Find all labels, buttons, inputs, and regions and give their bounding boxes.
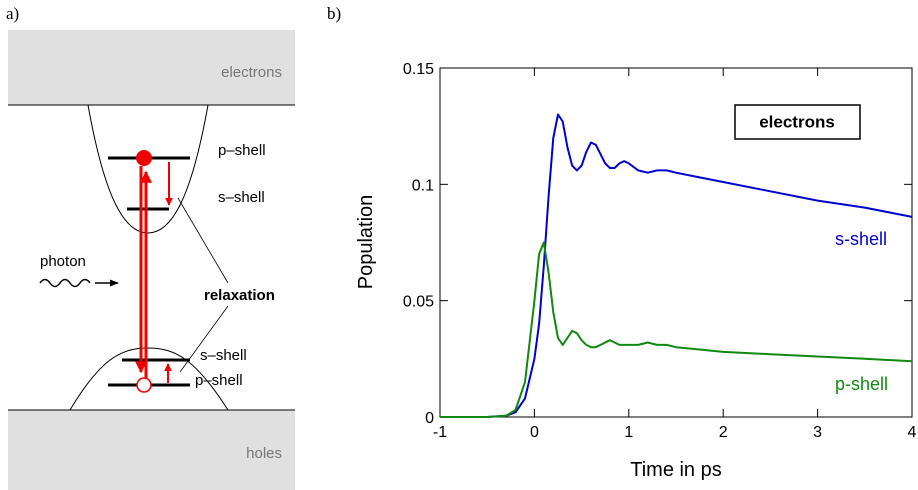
conduction-well (87, 104, 209, 234)
y-tick-label: 0.1 (412, 177, 434, 194)
x-tick-label: 0 (530, 424, 539, 441)
y-tick-label: 0.05 (403, 294, 434, 311)
panel-label: a) (6, 4, 19, 23)
x-tick-label: 2 (719, 424, 728, 441)
photon-wave (39, 278, 91, 288)
pointer (177, 197, 229, 284)
level-label: p–shell (218, 142, 266, 159)
annotation-box (734, 104, 861, 140)
x-tick-label: 1 (624, 424, 633, 441)
conduction-band (8, 30, 295, 105)
plot-frame (439, 67, 913, 418)
level-label: s–shell (200, 347, 247, 364)
x-tick-label: 4 (908, 424, 917, 441)
x-tick-label: -1 (433, 424, 447, 441)
series-label: p-shell (835, 374, 888, 394)
x-tick-label: 3 (813, 424, 822, 441)
y-tick-label: 0 (425, 410, 434, 427)
hole (136, 377, 152, 393)
y-tick-label: 0.15 (403, 61, 434, 78)
band-label: electrons (221, 64, 282, 81)
series-label: s-shell (835, 229, 887, 249)
valence-band (8, 410, 295, 490)
series-line (440, 113, 913, 418)
pointer (179, 305, 229, 373)
y-axis-label: Population (355, 195, 377, 290)
relaxation-label: relaxation (204, 287, 275, 304)
band-label: holes (246, 445, 282, 462)
annotation: electrons (759, 112, 835, 131)
valence-well (69, 347, 229, 411)
electron (136, 150, 152, 166)
panel-label: b) (327, 4, 341, 23)
photon-label: photon (40, 253, 86, 270)
level-label: s–shell (218, 189, 265, 206)
series-line (440, 241, 913, 418)
level-label: p–shell (195, 372, 243, 389)
panel-a: a) electrons holes p–shell s–shell s–she… (6, 4, 295, 490)
x-axis-label: Time in ps (630, 459, 722, 481)
